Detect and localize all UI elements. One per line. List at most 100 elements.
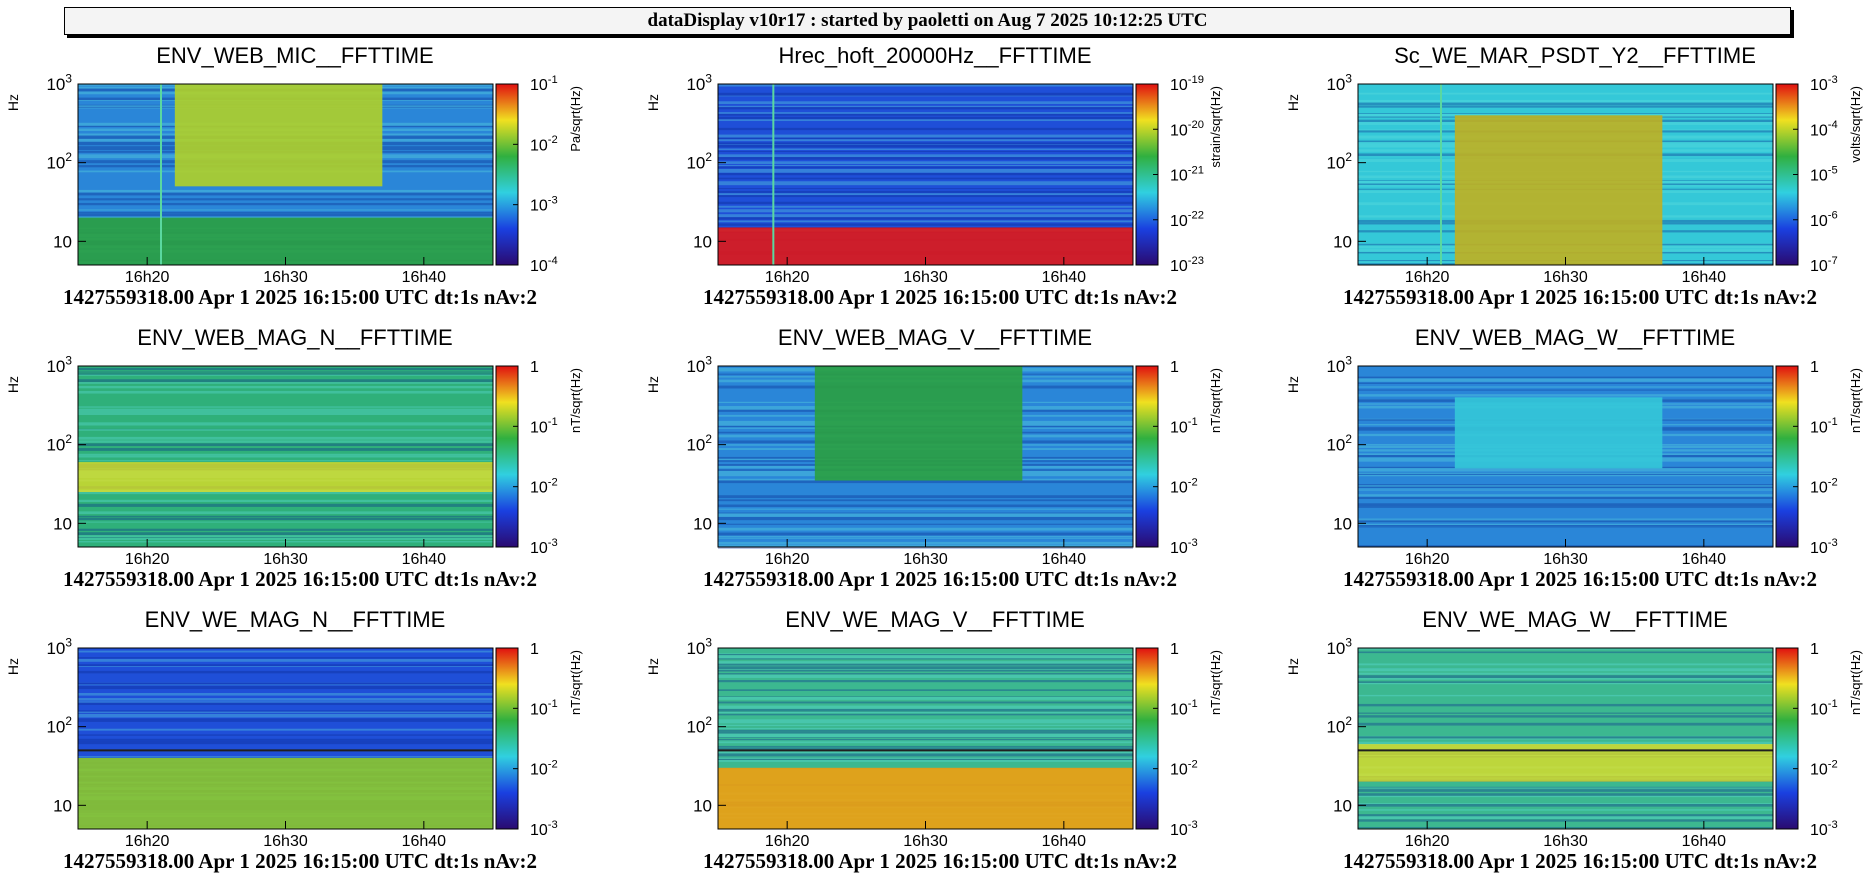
- spectrogram-panel: ENV_WE_MAG_V__FFTTIME Hz 10 102 103 16h20 16h3…: [640, 604, 1240, 884]
- panel-title: Sc_WE_MAR_PSDT_Y2__FFTTIME: [1394, 43, 1756, 68]
- z-tick-label: 1: [1170, 359, 1179, 376]
- y-tick-label: 10: [53, 514, 72, 533]
- y-tick-label: 103: [686, 635, 712, 658]
- z-tick-label: 10-2: [530, 758, 558, 778]
- spectrogram-chart: Hz 10 102 103 16h20 16h30 16h40 1 10-1 10-2 10-3 nT…: [1285, 635, 1863, 850]
- y-tick-label: 10: [53, 796, 72, 815]
- color-scale-bar: [1775, 647, 1799, 830]
- panel-title: ENV_WE_MAG_N__FFTTIME: [144, 607, 446, 632]
- y-tick-label: 103: [686, 71, 712, 94]
- x-tick-label: 16h40: [402, 269, 447, 286]
- y-tick-label: 103: [1326, 635, 1352, 658]
- x-tick-label: 16h40: [402, 833, 447, 850]
- y-axis-label: Hz: [645, 94, 661, 111]
- mid-frequency-band: [78, 462, 493, 493]
- z-tick-label: 10-1: [1810, 698, 1838, 718]
- y-tick-label: 102: [1326, 432, 1352, 455]
- heatmap-background: [1358, 648, 1773, 829]
- y-axis-label: Hz: [5, 658, 21, 675]
- spectrogram-panel: ENV_WEB_MAG_W__FFTTIME Hz 10 102 103 16h20 16h…: [1280, 322, 1863, 602]
- x-tick-label: 16h40: [1682, 269, 1727, 286]
- z-axis-label: strain/sqrt(Hz): [1208, 86, 1223, 168]
- spectrogram-chart: Hz 10 102 103 16h20 16h30 16h40 10-1 10-2 10-3 10-…: [5, 71, 583, 286]
- z-tick-label: 1: [1170, 641, 1179, 658]
- z-tick-label: 10-2: [1810, 758, 1838, 778]
- x-tick-label: 16h20: [125, 551, 170, 568]
- z-axis-label: nT/sqrt(Hz): [1848, 368, 1863, 433]
- z-axis-label: Pa/sqrt(Hz): [568, 86, 583, 152]
- z-tick-label: 10-3: [1170, 537, 1198, 557]
- y-tick-label: 102: [1326, 150, 1352, 173]
- x-tick-label: 16h30: [1543, 269, 1588, 286]
- z-tick-label: 10-22: [1170, 210, 1204, 230]
- panel-footer: 1427559318.00 Apr 1 2025 16:15:00 UTC dt…: [1342, 285, 1818, 309]
- x-tick-label: 16h40: [1042, 833, 1087, 850]
- x-tick-label: 16h20: [765, 269, 810, 286]
- x-tick-label: 16h30: [263, 551, 308, 568]
- highlight-region: [1454, 397, 1663, 469]
- z-tick-label: 10-4: [530, 255, 558, 275]
- z-tick-label: 10-3: [1810, 819, 1838, 839]
- x-tick-label: 16h30: [903, 833, 948, 850]
- panel-footer: 1427559318.00 Apr 1 2025 16:15:00 UTC dt…: [62, 567, 538, 591]
- y-tick-label: 103: [1326, 353, 1352, 376]
- z-tick-label: 10-21: [1170, 164, 1204, 184]
- z-tick-label: 10-2: [530, 134, 558, 154]
- panel-footer: 1427559318.00 Apr 1 2025 16:15:00 UTC dt…: [1342, 849, 1818, 873]
- x-tick-label: 16h30: [903, 551, 948, 568]
- y-tick-label: 10: [693, 514, 712, 533]
- color-scale-bar: [495, 647, 519, 830]
- z-tick-label: 1: [1810, 359, 1819, 376]
- heatmap-background: [78, 366, 493, 547]
- z-tick-label: 10-3: [1170, 819, 1198, 839]
- highlight-region: [1454, 115, 1663, 266]
- z-tick-label: 10-3: [1810, 74, 1838, 94]
- y-tick-label: 103: [46, 353, 72, 376]
- z-tick-label: 10-2: [530, 476, 558, 496]
- z-tick-label: 10-19: [1170, 74, 1204, 94]
- y-axis-label: Hz: [5, 376, 21, 393]
- panel-title: ENV_WEB_MAG_W__FFTTIME: [1414, 325, 1736, 350]
- panel-title: ENV_WE_MAG_V__FFTTIME: [785, 607, 1085, 632]
- x-tick-label: 16h30: [1543, 551, 1588, 568]
- z-tick-label: 10-2: [1170, 476, 1198, 496]
- y-tick-label: 10: [693, 796, 712, 815]
- x-tick-label: 16h20: [765, 551, 810, 568]
- z-tick-label: 1: [530, 641, 539, 658]
- spectrogram-chart: Hz 10 102 103 16h20 16h30 16h40 1 10-1 10-2 10-3 nT…: [645, 353, 1223, 568]
- spectrogram-panel: Hrec_hoft_20000Hz__FFTTIME Hz 10 102 103 16h2…: [640, 40, 1240, 320]
- y-axis-label: Hz: [645, 376, 661, 393]
- y-tick-label: 102: [1326, 714, 1352, 737]
- color-scale-bar: [495, 365, 519, 548]
- x-tick-label: 16h30: [1543, 833, 1588, 850]
- z-tick-label: 1: [1810, 641, 1819, 658]
- z-axis-label: volts/sqrt(Hz): [1848, 86, 1863, 163]
- y-tick-label: 102: [46, 714, 72, 737]
- y-tick-label: 102: [46, 432, 72, 455]
- low-frequency-band: [718, 767, 1133, 829]
- spectrogram-panel: ENV_WEB_MAG_N__FFTTIME Hz 10 102 103 16h20 16h…: [0, 322, 600, 602]
- y-tick-label: 102: [46, 150, 72, 173]
- z-tick-label: 10-4: [1810, 119, 1838, 139]
- y-tick-label: 103: [686, 353, 712, 376]
- color-scale-bar: [1135, 365, 1159, 548]
- y-tick-label: 102: [686, 150, 712, 173]
- y-tick-label: 103: [1326, 71, 1352, 94]
- panel-title: ENV_WEB_MAG_N__FFTTIME: [137, 325, 453, 350]
- spectrogram-chart: Hz 10 102 103 16h20 16h30 16h40 1 10-1 10-2 10-3 nT…: [1285, 353, 1863, 568]
- y-tick-label: 10: [1333, 514, 1352, 533]
- spectrogram-chart: Hz 10 102 103 16h20 16h30 16h40 1 10-1 10-2 10-3 nT…: [645, 635, 1223, 850]
- highlight-region: [814, 366, 1023, 481]
- x-tick-label: 16h40: [1682, 833, 1727, 850]
- z-tick-label: 10-1: [1170, 416, 1198, 436]
- z-tick-label: 10-7: [1810, 255, 1838, 275]
- panel-footer: 1427559318.00 Apr 1 2025 16:15:00 UTC dt…: [702, 285, 1178, 309]
- panel-footer: 1427559318.00 Apr 1 2025 16:15:00 UTC dt…: [62, 849, 538, 873]
- low-frequency-band: [78, 757, 493, 829]
- z-tick-label: 10-2: [1170, 758, 1198, 778]
- x-tick-label: 16h30: [263, 833, 308, 850]
- z-tick-label: 10-1: [1810, 416, 1838, 436]
- x-tick-label: 16h30: [263, 269, 308, 286]
- z-tick-label: 10-5: [1810, 164, 1838, 184]
- spectrogram-chart: Hz 10 102 103 16h20 16h30 16h40 10-19 10-20 10-21…: [645, 71, 1223, 286]
